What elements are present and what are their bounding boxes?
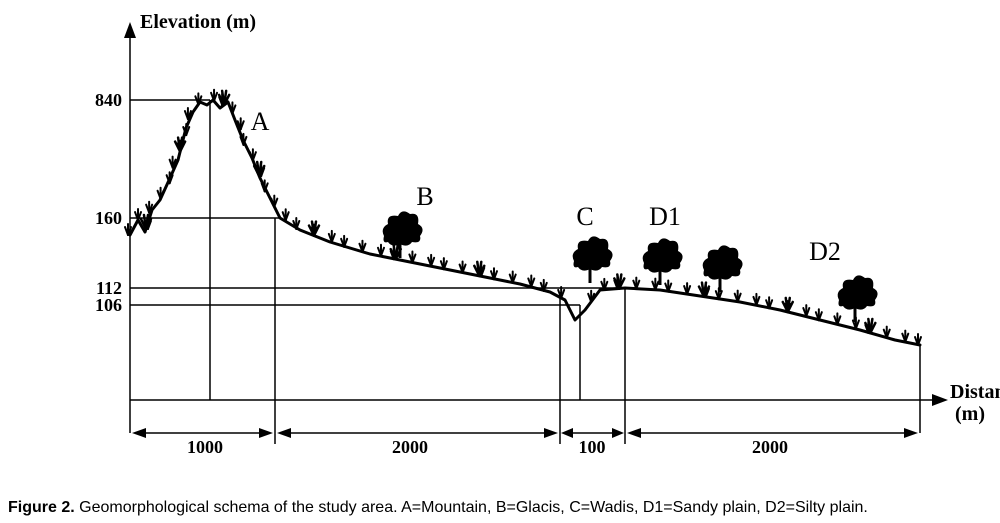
region-label-C: C	[576, 202, 593, 231]
tree-icon	[838, 275, 878, 322]
xseg-label-A: 1000	[187, 437, 223, 457]
xseg-label-D: 2000	[752, 437, 788, 457]
tree-icon	[383, 211, 423, 258]
region-label-D2: D2	[809, 237, 841, 266]
geomorph-profile-diagram: Elevation (m) Distance (m) 840 160 112 1…	[0, 0, 1000, 523]
figure-number: Figure 2.	[8, 499, 75, 516]
y-axis-arrow-icon	[124, 22, 136, 38]
tree-icon	[703, 245, 743, 292]
tree-icon	[573, 236, 613, 283]
terrain-profile	[130, 100, 920, 345]
figure-caption: Figure 2. Geomorphological schema of the…	[8, 499, 868, 517]
xseg-label-C: 100	[579, 437, 606, 457]
x-axis-title-line2: (m)	[955, 403, 985, 425]
region-label-B: B	[416, 182, 433, 211]
x-axis-arrow-icon	[932, 394, 948, 406]
figure-caption-text: Geomorphological schema of the study are…	[79, 499, 868, 516]
ytick-106: 106	[95, 295, 122, 315]
region-label-D1: D1	[649, 202, 681, 231]
ytick-840: 840	[95, 90, 122, 110]
ytick-160: 160	[95, 208, 122, 228]
region-label-A: A	[251, 107, 270, 136]
tree-icon	[643, 238, 683, 285]
x-axis-title-line1: Distance	[950, 381, 1000, 403]
xseg-label-B: 2000	[392, 437, 428, 457]
xseg-row: 1000 2000 100 2000	[130, 400, 920, 457]
y-axis-title: Elevation (m)	[140, 11, 256, 33]
